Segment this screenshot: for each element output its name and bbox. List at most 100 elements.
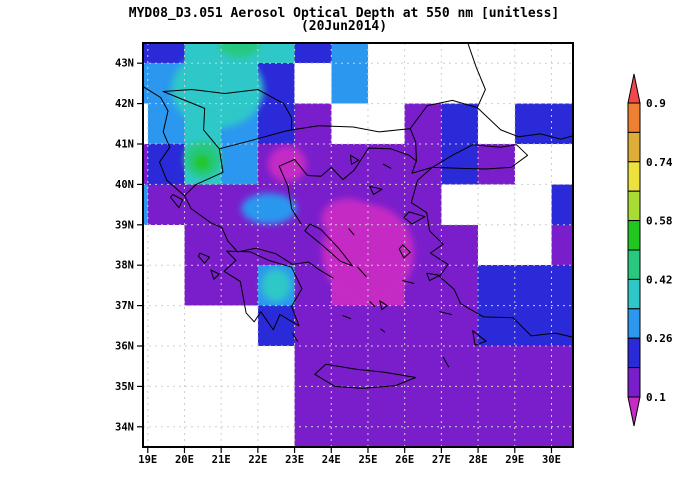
grid-cell	[184, 224, 222, 266]
lon-tick-label: 21E	[212, 454, 231, 466]
grid-cell	[147, 386, 185, 427]
grid-cell	[514, 184, 552, 225]
lon-tick-label: 27E	[432, 454, 451, 466]
grid-cell	[368, 63, 405, 104]
coastline-lemnos	[369, 185, 383, 195]
grid-cell	[294, 43, 332, 64]
grid-cell	[551, 63, 573, 104]
grid-cell	[551, 103, 573, 144]
colorbar-segment	[627, 102, 641, 133]
magenta-spot-thessaloniki	[268, 146, 307, 183]
grid-cell	[368, 426, 405, 447]
grid-cell	[294, 346, 332, 387]
grid-cell	[478, 43, 515, 64]
colorbar-segment	[627, 190, 641, 222]
grid-cell	[551, 144, 573, 185]
grid-cell	[221, 346, 258, 387]
coastline-andros	[357, 266, 367, 277]
grid-cell	[147, 346, 185, 387]
coastline-corfu	[170, 194, 184, 209]
grid-cell	[514, 43, 552, 64]
grid-cell	[514, 224, 552, 266]
grid-cell	[404, 103, 442, 144]
coastline-milos	[342, 315, 351, 319]
grid-cell	[368, 305, 405, 346]
coastline-samothrace	[382, 163, 392, 169]
grid-cell	[143, 265, 148, 306]
grid-cell	[551, 426, 573, 447]
grid-cell	[143, 426, 148, 447]
grid-cell	[143, 63, 148, 104]
colorbar-segment	[627, 131, 641, 163]
coastline-euboea	[304, 223, 354, 267]
green-blob-top	[219, 43, 260, 58]
lon-tick-label: 26E	[395, 454, 414, 466]
grid-cell	[147, 103, 185, 144]
lat-tick-label: 39N	[115, 219, 134, 231]
grid-cell	[514, 426, 552, 447]
colorbar-label: 0.42	[646, 273, 673, 286]
grid-cell	[257, 305, 295, 346]
lat-tick-label: 43N	[115, 58, 134, 70]
grid-cell	[143, 43, 148, 64]
dodger-blob-thessaly	[241, 193, 297, 225]
lat-tick-label: 41N	[115, 139, 134, 151]
grid-cell	[441, 63, 479, 104]
grid-cell	[147, 224, 185, 266]
grid-cell	[294, 305, 332, 346]
grid-cell	[441, 43, 479, 64]
grid-cell	[404, 63, 442, 104]
cyan-spot-corinth	[261, 269, 291, 302]
lon-tick-label: 25E	[358, 454, 377, 466]
grid-cell	[514, 265, 552, 306]
grid-cell	[441, 265, 479, 306]
lat-tick-label: 42N	[115, 98, 134, 110]
grid-cell	[478, 265, 515, 306]
colorbar-segment	[627, 308, 641, 339]
coastline-crete	[314, 363, 417, 389]
grid-cell	[478, 346, 515, 387]
grid-cell	[404, 265, 442, 306]
grid-cell	[441, 346, 479, 387]
grid-cell	[143, 305, 148, 346]
coastline-border-nmk-greece	[218, 129, 293, 150]
grid-cell	[257, 346, 295, 387]
grid-cell	[441, 305, 479, 346]
grid-cell	[478, 386, 515, 427]
grid-cell	[404, 43, 442, 64]
grid-cell	[404, 184, 442, 225]
coastline-sea-of-marmara	[431, 144, 529, 170]
grid-cell	[184, 265, 222, 306]
grid-cell	[184, 426, 222, 447]
grid-cell	[143, 386, 148, 427]
map-frame	[142, 42, 574, 448]
latlon-gridlines	[143, 43, 573, 447]
grid-cell	[331, 103, 368, 144]
colorbar-segment	[627, 278, 641, 310]
grid-cell	[368, 144, 405, 185]
grid-cell	[184, 305, 222, 346]
grid-cell	[368, 103, 405, 144]
colorbar-segment	[627, 249, 641, 280]
grid-cell	[404, 346, 442, 387]
lat-tick-label: 36N	[115, 341, 134, 353]
grid-cell	[294, 386, 332, 427]
lon-tick-label: 19E	[138, 454, 157, 466]
lon-tick-label: 30E	[542, 454, 561, 466]
lat-tick-label: 40N	[115, 179, 134, 191]
coastline-rhodes	[472, 330, 487, 346]
grid-cell	[331, 386, 368, 427]
grid-cell	[514, 346, 552, 387]
coastline-lesbos	[403, 211, 426, 225]
grid-cell	[147, 426, 185, 447]
grid-cell	[368, 43, 405, 64]
lat-tick-label: 38N	[115, 260, 134, 272]
grid-cell	[221, 265, 258, 306]
grid-cell	[294, 103, 332, 144]
grid-cell	[331, 43, 368, 64]
grid-cell	[368, 346, 405, 387]
coastline-border-greece-turkey	[409, 128, 417, 162]
coastline-santorini	[380, 328, 385, 333]
grid-cell	[221, 426, 258, 447]
